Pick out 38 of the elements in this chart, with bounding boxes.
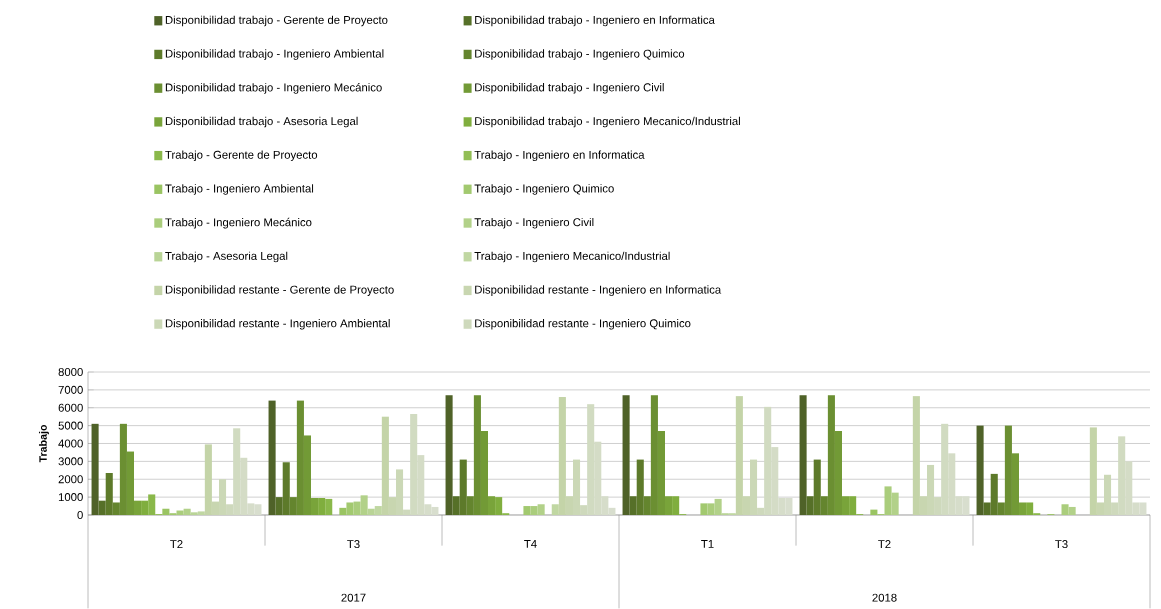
legend-label: Disponibilidad restante - Ingeniero Ambiental bbox=[165, 319, 390, 330]
x-tick-label: T2 bbox=[878, 540, 891, 548]
text: 2018 bbox=[872, 593, 897, 602]
x-tick-label: T1 bbox=[701, 540, 714, 548]
legend-label: Trabajo - Ingeniero Quimico bbox=[474, 184, 614, 195]
legend-label: Trabajo - Ingeniero en Informatica bbox=[474, 150, 645, 162]
x-tick-label: T2 bbox=[170, 540, 183, 548]
y-axis-title: Trabajo bbox=[38, 424, 49, 463]
x-tick-label: T3 bbox=[347, 540, 360, 549]
y-tick-label: 4000 bbox=[58, 439, 83, 448]
y-tick-label: 1000 bbox=[58, 493, 83, 502]
x-tick-label: T3 bbox=[1055, 540, 1068, 549]
legend-label: Disponibilidad restante - Ingeniero Quimico bbox=[475, 319, 691, 330]
legend-label: Disponibilidad trabajo - Gerente de Proyecto bbox=[165, 15, 388, 27]
legend-label: Trabajo - Ingeniero Ambiental bbox=[165, 184, 314, 195]
y-tick-label: 2000 bbox=[58, 475, 83, 484]
legend-label: Disponibilidad trabajo - Ingeniero Civil bbox=[475, 83, 664, 94]
legend-label: Trabajo - Gerente de Proyecto bbox=[165, 150, 318, 162]
legend-label: Disponibilidad restante - Gerente de Proyecto bbox=[165, 285, 394, 296]
legend-label: Disponibilidad trabajo - Ingeniero Mecánico bbox=[165, 83, 382, 94]
y-tick-label: 5000 bbox=[58, 421, 83, 430]
y-tick-label: 6000 bbox=[58, 403, 83, 412]
y-tick-label: 8000 bbox=[58, 368, 83, 377]
y-tick-label: 3000 bbox=[58, 457, 83, 466]
legend-label: Trabajo - Ingeniero Civil bbox=[474, 217, 594, 229]
legend-label: Disponibilidad trabajo - Asesoria Legal bbox=[165, 116, 358, 128]
legend-label: Disponibilidad restante - Ingeniero en Informatica bbox=[475, 285, 722, 296]
legend-label: Disponibilidad trabajo - Ingeniero Mecanico/Industrial bbox=[475, 116, 740, 128]
y-tick-label: 0 bbox=[77, 510, 83, 519]
legend-label: Trabajo - Asesoria Legal bbox=[165, 251, 288, 263]
y-tick-label: 7000 bbox=[58, 385, 83, 394]
x-tick-label: T4 bbox=[524, 540, 537, 548]
legend-label: Trabajo - Ingeniero Mecanico/Industrial bbox=[474, 251, 670, 263]
legend-label: Disponibilidad trabajo - Ingeniero Ambiental bbox=[165, 49, 384, 60]
legend-label: Disponibilidad trabajo - Ingeniero en Informatica bbox=[475, 15, 715, 27]
legend-label: Trabajo - Ingeniero Mecánico bbox=[165, 217, 312, 229]
text: 2017 bbox=[341, 593, 366, 602]
legend-label: Disponibilidad trabajo - Ingeniero Quimico bbox=[475, 49, 685, 60]
